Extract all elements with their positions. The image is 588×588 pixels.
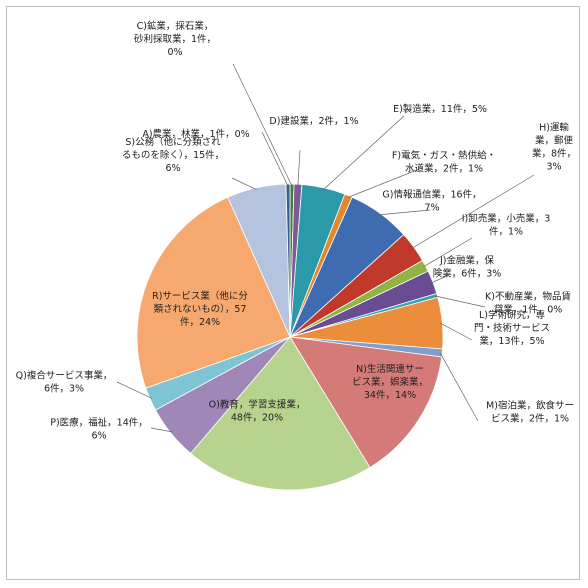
slice-label: C)鉱業，採石業，砂利採取業，1件， 0%	[134, 20, 216, 58]
slice-label-line: 貸業，1件，0%	[494, 304, 563, 316]
slice-label-line: J)金融業，保	[439, 255, 495, 267]
slice-label-line: 6%	[165, 163, 180, 174]
leader-line	[440, 322, 473, 341]
slice-label-line: 7%	[424, 203, 439, 214]
slice-label-line: Q)複合サービス事業，	[16, 370, 113, 382]
pie-slice	[285, 183, 291, 338]
slice-label-line: 類されないもの），57	[154, 303, 247, 315]
leader-line	[430, 275, 448, 284]
slice-label-line: D)建設業，2件，1%	[269, 115, 358, 127]
slice-label-line: K)不動産業，物品賃	[485, 291, 571, 303]
slice-label-line: I)卸売業，小売業，3	[462, 213, 551, 225]
leader-line	[297, 149, 301, 187]
pie-slices	[136, 183, 444, 491]
slice-label-line: R)サービス業（他に分	[152, 290, 248, 302]
pie-slice	[190, 336, 371, 491]
leader-line	[412, 174, 535, 249]
pie-slice	[289, 336, 443, 469]
pie-slice	[136, 196, 291, 389]
slice-label-line: C)鉱業，採石業，	[137, 20, 214, 32]
slice-label: A)農業，林業，1件，0%	[142, 128, 249, 140]
slice-label: G)情報通信業，16件， 7%	[382, 189, 481, 214]
slice-label: S)公務（他に分類されるものを除く），15件， 6%	[122, 136, 224, 174]
slice-label: P)医療，福祉，14件， 6%	[50, 417, 148, 442]
slice-label-line: A)農業，林業，1件，0%	[142, 128, 249, 140]
slice-label-line: 水道業，2件，1%	[405, 163, 483, 175]
slice-label: M)宿泊業，飲食サービス業，2件，1%	[486, 400, 574, 425]
leader-line	[232, 63, 293, 187]
slice-label: D)建設業，2件，1%	[269, 115, 358, 127]
slice-label-line: 件，1%	[489, 226, 523, 238]
slice-label-line: P)医療，福祉，14件，	[50, 417, 148, 429]
slice-label: H)運輸業，郵便業，8件， 3%	[532, 122, 576, 173]
leader-line	[116, 381, 153, 399]
slice-label-line: E)製造業，11件，5%	[393, 103, 487, 115]
slice-label: Q)複合サービス事業， 6件，3%	[16, 370, 113, 395]
slice-label: F)電気・ガス・熱供給・水道業，2件，1%	[392, 150, 496, 175]
leader-line	[378, 209, 431, 216]
slice-label-line: 6件，3%	[44, 383, 84, 395]
slice-label-line: 門・技術サービス	[474, 322, 550, 334]
slice-label-line: 48件，20%	[231, 412, 283, 424]
slice-label: E)製造業，11件，5%	[393, 103, 487, 115]
slice-label-line: 険業，6件，3%	[433, 268, 502, 280]
leader-line	[347, 167, 423, 198]
slice-label-line: 業，13件，5%	[479, 335, 544, 347]
slice-label-line: G)情報通信業，16件，	[382, 189, 481, 201]
leader-line	[423, 237, 473, 268]
slice-label-line: N)生活関連サー	[356, 363, 424, 375]
slice-label-line: S)公務（他に分類され	[125, 136, 221, 148]
leader-line	[231, 177, 257, 191]
leader-line	[150, 427, 173, 433]
slice-label-line: M)宿泊業，飲食サー	[486, 400, 574, 412]
slice-label-line: 業，郵便	[535, 135, 574, 147]
slice-label-line: るものを除く），15件，	[122, 149, 224, 161]
slice-label-line: L)学術研究，専	[479, 309, 545, 321]
leader-line	[439, 352, 479, 422]
slice-label-line: 件，24%	[180, 316, 220, 328]
slice-label-line: F)電気・ガス・熱供給・	[392, 150, 496, 162]
slice-label: N)生活関連サービス業，娯楽業， 34件，14%	[352, 363, 428, 401]
slice-label-line: 業，8件，	[532, 148, 576, 160]
slice-label-line: 砂利採取業，1件，	[134, 33, 216, 45]
slice-labels: C)鉱業，採石業，砂利採取業，1件， 0% D)建設業，2件，1% E)製造業，11件…	[16, 20, 576, 442]
slice-label: I)卸売業，小売業，3 件，1%	[462, 213, 551, 238]
slice-label: O)教育，学習支援業， 48件，20%	[209, 399, 306, 424]
slice-label: L)学術研究，専門・技術サービス業，13件，5%	[474, 309, 550, 347]
slice-label-line: 34件，14%	[364, 389, 416, 401]
slice-label: K)不動産業，物品賃貸業，1件，0%	[485, 291, 571, 316]
slice-label: R)サービス業（他に分類されないもの），57 件，24%	[152, 290, 248, 328]
leader-line	[435, 295, 486, 308]
slice-label-line: 0%	[167, 47, 182, 58]
slice-label-line: 6%	[91, 431, 106, 442]
slice-label-line: H)運輸	[539, 122, 569, 134]
slice-label-line: 3%	[546, 162, 561, 173]
slice-label-line: ビス業，娯楽業，	[352, 376, 428, 388]
slice-label-line: ビス業，2件，1%	[491, 413, 569, 425]
leader-lines	[116, 63, 535, 433]
slice-label-line: O)教育，学習支援業，	[209, 399, 306, 411]
slice-label: J)金融業，保険業，6件，3%	[433, 255, 502, 280]
leader-line	[261, 131, 289, 187]
leader-line	[323, 115, 405, 190]
